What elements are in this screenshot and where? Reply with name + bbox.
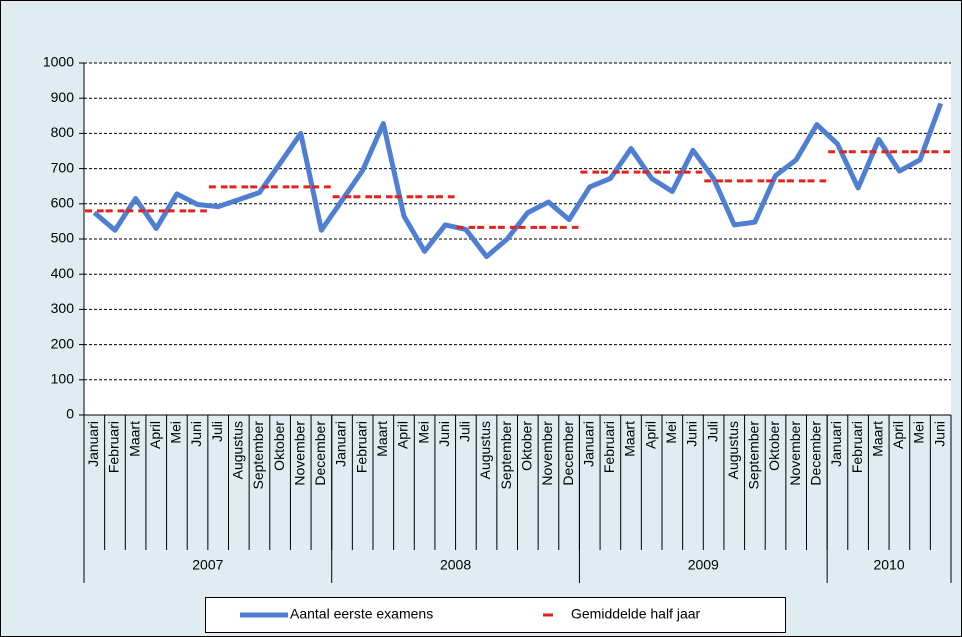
y-tick-label: 100 <box>51 371 75 387</box>
legend-label: Gemiddelde half jaar <box>571 606 701 622</box>
group-label: 2007 <box>192 557 223 573</box>
y-tick-label: 700 <box>51 159 75 175</box>
x-tick-label: December <box>808 421 824 486</box>
x-tick-label: Juli <box>704 421 720 442</box>
x-tick-label: April <box>642 421 658 449</box>
group-label: 2009 <box>688 557 719 573</box>
group-label: 2008 <box>440 557 471 573</box>
x-tick-label: Januari <box>580 421 596 467</box>
data-line <box>92 102 944 260</box>
x-tick-label: Mei <box>911 421 927 444</box>
x-tick-label: April <box>890 421 906 449</box>
y-tick-label: 500 <box>51 230 75 246</box>
x-tick-label: Februari <box>849 421 865 473</box>
y-tick-label: 900 <box>51 89 75 105</box>
x-tick-label: Augustus <box>230 421 246 479</box>
x-tick-label: September <box>498 421 514 490</box>
x-tick-label: September <box>746 421 762 490</box>
x-tick-label: November <box>787 421 803 486</box>
x-tick-label: September <box>250 421 266 490</box>
legend-label: Aantal eerste examens <box>290 606 433 622</box>
x-tick-label: Juli <box>457 421 473 442</box>
y-tick-label: 1000 <box>43 54 74 70</box>
y-tick-label: 300 <box>51 300 75 316</box>
x-tick-label: Juni <box>188 421 204 447</box>
x-tick-label: Augustus <box>477 421 493 479</box>
x-tick-label: Oktober <box>766 421 782 471</box>
y-tick-label: 400 <box>51 265 75 281</box>
y-tick-label: 800 <box>51 124 75 140</box>
legend <box>205 597 786 633</box>
x-tick-label: Juni <box>684 421 700 447</box>
x-tick-label: April <box>147 421 163 449</box>
group-label: 2010 <box>873 557 904 573</box>
x-tick-label: November <box>539 421 555 486</box>
x-tick-label: Februari <box>106 421 122 473</box>
x-tick-label: Augustus <box>725 421 741 479</box>
x-tick-label: Maart <box>622 421 638 457</box>
x-tick-label: Februari <box>601 421 617 473</box>
x-tick-label: Mei <box>415 421 431 444</box>
y-tick-label: 600 <box>51 195 75 211</box>
x-tick-label: Januari <box>333 421 349 467</box>
x-tick-label: Maart <box>374 421 390 457</box>
x-tick-label: Juni <box>436 421 452 447</box>
x-tick-label: Oktober <box>271 421 287 471</box>
x-tick-label: April <box>395 421 411 449</box>
x-tick-label: Januari <box>828 421 844 467</box>
x-tick-label: December <box>312 421 328 486</box>
x-tick-label: Juni <box>931 421 947 447</box>
x-tick-label: Februari <box>353 421 369 473</box>
x-tick-label: Oktober <box>519 421 535 471</box>
x-tick-label: Juli <box>209 421 225 442</box>
x-tick-label: Maart <box>869 421 885 457</box>
x-tick-label: Januari <box>85 421 101 467</box>
y-tick-label: 200 <box>51 335 75 351</box>
x-tick-label: Mei <box>663 421 679 444</box>
x-tick-label: Mei <box>168 421 184 444</box>
x-tick-label: November <box>291 421 307 486</box>
x-tick-label: Maart <box>126 421 142 457</box>
y-tick-label: 0 <box>66 406 74 422</box>
x-tick-label: December <box>560 421 576 486</box>
